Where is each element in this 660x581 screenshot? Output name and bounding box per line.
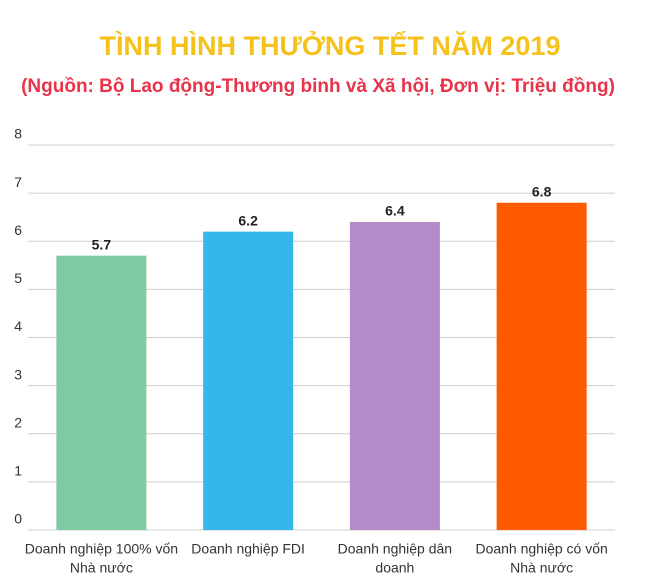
x-tick-label: Doanh nghiệp 100% vốn [25, 541, 178, 557]
bar [349, 222, 440, 530]
chart-title: TÌNH HÌNH THƯỞNG TẾT NĂM 2019 [100, 29, 561, 61]
bar [496, 202, 587, 530]
value-label: 6.2 [238, 212, 258, 228]
x-tick-label: Doanh nghiệp dân [338, 541, 452, 557]
x-tick-label: Doanh nghiệp có vốn [475, 541, 607, 557]
bar [203, 231, 294, 530]
x-tick-label: Nhà nước [70, 560, 133, 576]
value-label: 6.8 [532, 183, 552, 199]
y-tick-label: 7 [14, 174, 22, 190]
y-tick-label: 0 [14, 511, 22, 527]
value-label: 6.4 [385, 203, 405, 219]
bar [56, 255, 147, 530]
y-tick-label: 8 [14, 126, 22, 142]
y-tick-label: 3 [14, 366, 22, 382]
y-tick-label: 5 [14, 270, 22, 286]
y-tick-label: 1 [14, 463, 22, 479]
y-tick-label: 2 [14, 414, 22, 430]
y-tick-label: 6 [14, 222, 22, 238]
x-tick-label: Nhà nước [510, 560, 573, 576]
x-tick-label: doanh [375, 560, 414, 576]
value-label: 5.7 [92, 236, 112, 252]
x-tick-label: Doanh nghiệp FDI [191, 541, 305, 557]
chart-subtitle: (Nguồn: Bộ Lao động-Thương binh và Xã hộ… [21, 76, 615, 97]
y-tick-label: 4 [14, 318, 22, 334]
